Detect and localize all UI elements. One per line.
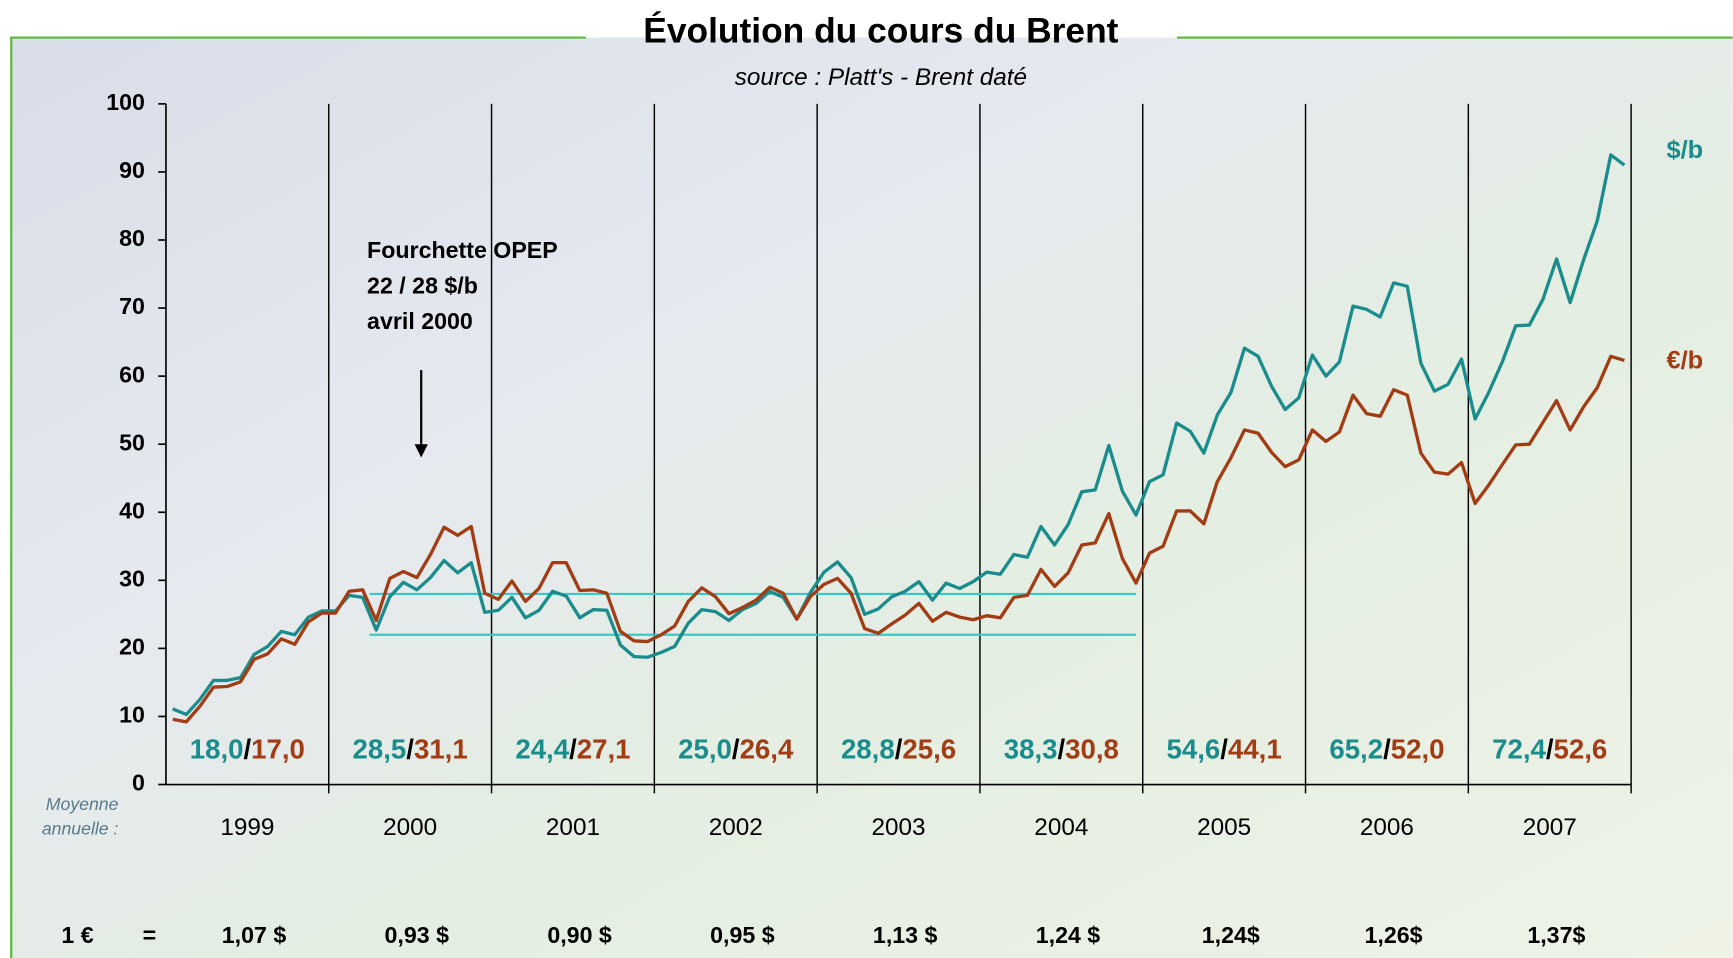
chart-subtitle: source : Platt's - Brent daté: [735, 64, 1027, 91]
annual-separator: /: [406, 734, 414, 765]
x-tick-label: 2002: [709, 814, 763, 841]
x-tick-label: 2003: [872, 814, 926, 841]
data-line: [172, 354, 1625, 724]
chart-background: [11, 37, 1733, 958]
annual-average-eur: 27,1: [577, 734, 631, 765]
annual-average: 72,4/52,6: [1492, 734, 1607, 765]
y-tick-label: 10: [119, 702, 145, 728]
annual-average-usd: 18,0: [190, 734, 244, 765]
annual-separator: /: [1546, 734, 1554, 765]
annual-average-eur: 30,8: [1065, 734, 1119, 765]
annual-average-eur: 25,6: [902, 734, 956, 765]
y-tick-label: 90: [119, 157, 145, 183]
x-tick-label: 1999: [220, 814, 274, 841]
x-tick-label: 2007: [1523, 814, 1577, 841]
y-tick-label: 70: [119, 293, 145, 319]
x-tick-label: 2005: [1197, 814, 1251, 841]
annotation-text: Fourchette OPEP: [367, 237, 558, 263]
exchange-rate: 0,93 $: [385, 922, 450, 948]
annual-average-eur: 52,0: [1391, 734, 1445, 765]
chart-title: Évolution du cours du Brent: [643, 10, 1118, 50]
exchange-rate: 1,13 $: [873, 922, 938, 948]
exchange-rate: 1,37$: [1527, 922, 1585, 948]
y-tick-label: 60: [119, 361, 145, 387]
legend-label: €/b: [1666, 346, 1703, 374]
exchange-rate: 1,07 $: [222, 922, 287, 948]
annual-average-usd: 25,0: [678, 734, 732, 765]
annual-separator: /: [244, 734, 252, 765]
annotation-text: 22 / 28 $/b: [367, 272, 478, 298]
y-tick-label: 40: [119, 497, 145, 523]
annual-average: 28,8/25,6: [841, 734, 956, 765]
annual-average-usd: 72,4: [1492, 734, 1546, 765]
legend-label: $/b: [1666, 136, 1703, 164]
annual-average-usd: 65,2: [1329, 734, 1383, 765]
y-tick-label: 20: [119, 634, 145, 660]
x-tick-label: 2006: [1360, 814, 1414, 841]
y-tick-label: 100: [106, 89, 145, 115]
annual-average-usd: 24,4: [515, 734, 569, 765]
exchange-rate: 1,24$: [1202, 922, 1260, 948]
annual-separator: /: [895, 734, 903, 765]
annual-average: 18,0/17,0: [190, 734, 305, 765]
annual-average: 24,4/27,1: [515, 734, 630, 765]
exchange-equals: =: [143, 922, 157, 948]
y-tick-label: 50: [119, 429, 145, 455]
x-tick-label: 2004: [1034, 814, 1088, 841]
exchange-rate: 0,95 $: [710, 922, 775, 948]
annual-average: 28,5/31,1: [353, 734, 468, 765]
annual-average: 54,6/44,1: [1167, 734, 1282, 765]
annual-separator: /: [1383, 734, 1391, 765]
annual-average: 65,2/52,0: [1329, 734, 1444, 765]
annual-average-usd: 38,3: [1004, 734, 1058, 765]
exchange-rate: 0,90 $: [547, 922, 612, 948]
annual-average-eur: 31,1: [414, 734, 468, 765]
exchange-label: 1 €: [61, 922, 93, 948]
annual-average: 38,3/30,8: [1004, 734, 1119, 765]
annual-label: Moyenne: [46, 794, 119, 814]
annotation-text: avril 2000: [367, 308, 473, 334]
annual-average-eur: 52,6: [1554, 734, 1608, 765]
annual-average: 25,0/26,4: [678, 734, 794, 765]
x-tick-label: 2000: [383, 814, 437, 841]
annual-average-usd: 28,8: [841, 734, 895, 765]
y-tick-label: 30: [119, 565, 145, 591]
annual-average-eur: 26,4: [740, 734, 794, 765]
data-line: [172, 153, 1626, 717]
annual-separator: /: [732, 734, 740, 765]
annual-average-usd: 28,5: [353, 734, 407, 765]
annotation-arrowhead: [414, 444, 428, 458]
y-tick-label: 0: [132, 770, 145, 796]
y-tick-label: 80: [119, 225, 145, 251]
exchange-rate: 1,26$: [1365, 922, 1423, 948]
annual-average-usd: 54,6: [1167, 734, 1221, 765]
annual-separator: /: [1220, 734, 1228, 765]
annual-average-eur: 17,0: [251, 734, 305, 765]
annual-separator: /: [569, 734, 577, 765]
annual-separator: /: [1058, 734, 1066, 765]
annual-average-eur: 44,1: [1228, 734, 1282, 765]
exchange-rate: 1,24 $: [1036, 922, 1101, 948]
frame-line: [10, 36, 586, 958]
x-tick-label: 2001: [546, 814, 600, 841]
annual-label: annuelle :: [42, 818, 119, 838]
